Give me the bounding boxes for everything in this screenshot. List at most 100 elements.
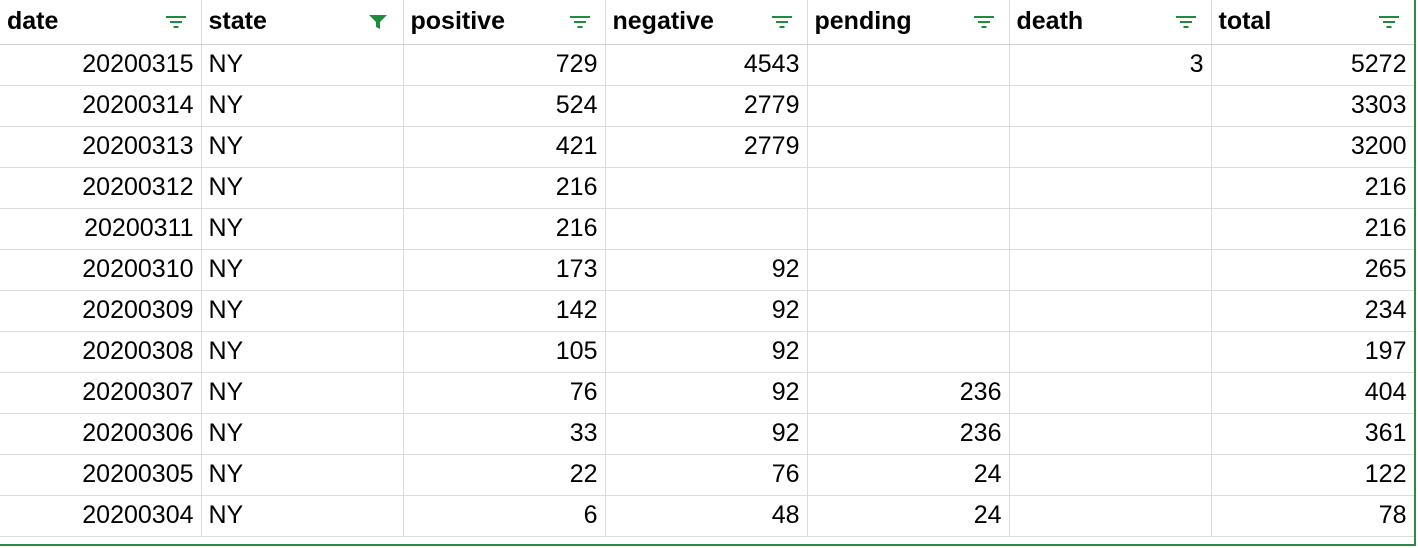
filter-active-icon[interactable] (367, 14, 389, 30)
cell-date[interactable]: 20200311 (0, 208, 202, 250)
cell-total[interactable]: 265 (1211, 249, 1414, 291)
cell-date[interactable]: 20200312 (0, 167, 202, 209)
cell-death[interactable] (1009, 331, 1212, 373)
cell-pending[interactable] (807, 126, 1010, 168)
cell-date[interactable]: 20200313 (0, 126, 202, 168)
cell-date[interactable]: 20200306 (0, 413, 202, 455)
cell-state[interactable]: NY (201, 331, 404, 373)
filter-icon[interactable] (165, 14, 187, 30)
cell-total[interactable]: 361 (1211, 413, 1414, 455)
cell-death[interactable] (1009, 208, 1212, 250)
cell-death[interactable] (1009, 372, 1212, 414)
cell-negative[interactable]: 92 (605, 413, 808, 455)
cell-pending[interactable] (807, 167, 1010, 209)
cell-state[interactable]: NY (201, 126, 404, 168)
header-label: death (1016, 7, 1084, 36)
cell-negative[interactable]: 92 (605, 372, 808, 414)
cell-total[interactable]: 197 (1211, 331, 1414, 373)
cell-death[interactable] (1009, 495, 1212, 537)
cell-positive[interactable]: 173 (403, 249, 606, 291)
cell-negative[interactable]: 2779 (605, 85, 808, 127)
cell-total[interactable]: 3200 (1211, 126, 1414, 168)
cell-negative[interactable]: 2779 (605, 126, 808, 168)
cell-positive[interactable]: 729 (403, 44, 606, 86)
cell-death[interactable] (1009, 290, 1212, 332)
cell-positive[interactable]: 216 (403, 167, 606, 209)
cell-death[interactable] (1009, 85, 1212, 127)
cell-negative[interactable]: 4543 (605, 44, 808, 86)
cell-pending[interactable] (807, 44, 1010, 86)
filter-icon[interactable] (1175, 14, 1197, 30)
cell-state[interactable]: NY (201, 413, 404, 455)
cell-total[interactable]: 122 (1211, 454, 1414, 496)
cell-negative[interactable] (605, 208, 808, 250)
cell-total[interactable]: 234 (1211, 290, 1414, 332)
cell-date[interactable]: 20200314 (0, 85, 202, 127)
cell-date[interactable]: 20200310 (0, 249, 202, 291)
cell-state[interactable]: NY (201, 44, 404, 86)
header-total[interactable]: total (1211, 0, 1414, 45)
cell-negative[interactable]: 76 (605, 454, 808, 496)
cell-pending[interactable]: 236 (807, 413, 1010, 455)
cell-total[interactable]: 5272 (1211, 44, 1414, 86)
cell-pending[interactable] (807, 208, 1010, 250)
filter-icon[interactable] (569, 14, 591, 30)
cell-pending[interactable]: 236 (807, 372, 1010, 414)
cell-total[interactable]: 216 (1211, 167, 1414, 209)
cell-negative[interactable]: 48 (605, 495, 808, 537)
cell-death[interactable] (1009, 249, 1212, 291)
cell-total[interactable]: 3303 (1211, 85, 1414, 127)
cell-positive[interactable]: 22 (403, 454, 606, 496)
cell-total[interactable]: 404 (1211, 372, 1414, 414)
cell-state[interactable]: NY (201, 372, 404, 414)
cell-positive[interactable]: 421 (403, 126, 606, 168)
cell-state[interactable]: NY (201, 167, 404, 209)
cell-total[interactable]: 78 (1211, 495, 1414, 537)
cell-death[interactable]: 3 (1009, 44, 1212, 86)
cell-date[interactable]: 20200309 (0, 290, 202, 332)
cell-total[interactable]: 216 (1211, 208, 1414, 250)
cell-state[interactable]: NY (201, 249, 404, 291)
cell-pending[interactable]: 24 (807, 454, 1010, 496)
cell-positive[interactable]: 33 (403, 413, 606, 455)
cell-positive[interactable]: 216 (403, 208, 606, 250)
cell-positive[interactable]: 6 (403, 495, 606, 537)
filter-icon[interactable] (771, 14, 793, 30)
cell-pending[interactable] (807, 290, 1010, 332)
header-positive[interactable]: positive (403, 0, 606, 45)
header-negative[interactable]: negative (605, 0, 808, 45)
cell-positive[interactable]: 76 (403, 372, 606, 414)
header-date[interactable]: date (0, 0, 202, 45)
cell-death[interactable] (1009, 454, 1212, 496)
cell-death[interactable] (1009, 167, 1212, 209)
cell-negative[interactable]: 92 (605, 331, 808, 373)
cell-pending[interactable] (807, 249, 1010, 291)
cell-positive[interactable]: 142 (403, 290, 606, 332)
cell-state[interactable]: NY (201, 495, 404, 537)
cell-date[interactable]: 20200305 (0, 454, 202, 496)
cell-negative[interactable] (605, 167, 808, 209)
cell-state[interactable]: NY (201, 290, 404, 332)
cell-pending[interactable]: 24 (807, 495, 1010, 537)
header-state[interactable]: state (201, 0, 404, 45)
filter-icon[interactable] (973, 14, 995, 30)
cell-date[interactable]: 20200304 (0, 495, 202, 537)
cell-death[interactable] (1009, 126, 1212, 168)
header-death[interactable]: death (1009, 0, 1212, 45)
table-row: 20200310 NY 173 92 265 (0, 249, 1414, 291)
cell-positive[interactable]: 105 (403, 331, 606, 373)
header-pending[interactable]: pending (807, 0, 1010, 45)
cell-date[interactable]: 20200308 (0, 331, 202, 373)
cell-state[interactable]: NY (201, 454, 404, 496)
cell-death[interactable] (1009, 413, 1212, 455)
cell-date[interactable]: 20200315 (0, 44, 202, 86)
filter-icon[interactable] (1378, 14, 1400, 30)
cell-date[interactable]: 20200307 (0, 372, 202, 414)
cell-negative[interactable]: 92 (605, 249, 808, 291)
cell-pending[interactable] (807, 331, 1010, 373)
cell-pending[interactable] (807, 85, 1010, 127)
cell-state[interactable]: NY (201, 85, 404, 127)
cell-state[interactable]: NY (201, 208, 404, 250)
cell-negative[interactable]: 92 (605, 290, 808, 332)
cell-positive[interactable]: 524 (403, 85, 606, 127)
